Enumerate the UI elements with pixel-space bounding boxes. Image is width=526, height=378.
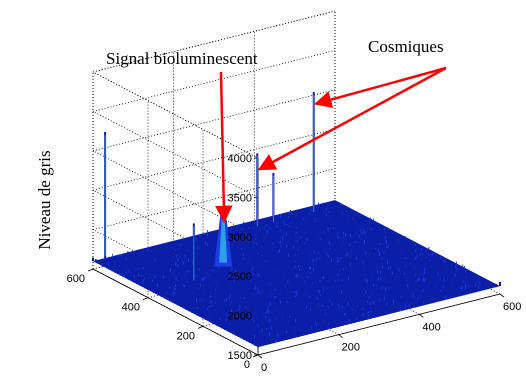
y-tick-mark [87,268,94,272]
y-tick-mark [197,325,204,329]
grid-line-left-wall [92,150,259,238]
y-tick-label: 200 [177,330,195,342]
grid-line-left-wall [92,111,259,198]
x-tick-mark [338,334,343,338]
y-tick-label: 400 [122,302,140,314]
grid-line-back-wall [92,89,336,152]
annotation-arrows [215,66,447,224]
y-tick-mark [142,297,149,301]
box-edge [92,71,259,159]
grid-line-back-wall [92,50,336,112]
grid-line-back-wall [92,168,336,230]
x-axis-line [257,293,501,356]
x-tick-mark [419,314,424,318]
annotation-cosmiques: Cosmiques [368,37,444,56]
grid-line-back-wall [92,128,336,191]
x-tick-label: 0 [261,362,267,374]
arrow-cosmic-2 [314,66,447,109]
z-tick-label: 3000 [228,232,252,244]
annotation-signal: Signal bioluminescent [106,49,258,68]
z-tick-label: 2000 [228,311,252,323]
z-tick-label: 1500 [228,350,252,362]
chart-axes [87,157,505,359]
x-tick-mark [499,293,505,298]
x-tick-mark [257,354,263,359]
z-tick-label: 4000 [228,153,252,165]
box-edge [92,10,336,73]
grid-line-left-wall [92,189,259,277]
tick-labels: 0 200 400 600 0 200 400 600 1500 2000 2500 3000 3500… [67,153,522,374]
x-tick-label: 200 [342,342,360,354]
y-axis-line [92,268,259,356]
peak-layer [104,91,315,283]
signal-peak-core [219,210,228,263]
y-tick-label: 0 [244,359,250,371]
arrow-cosmic-1 [257,66,447,171]
arrow-signal [215,71,233,224]
z-axis-label: Niveau de gris [35,150,54,249]
z-tick-label: 3500 [228,192,252,204]
z-tick-label: 2500 [228,271,252,283]
x-tick-label: 400 [422,321,440,333]
y-tick-label: 600 [67,273,85,285]
x-tick-label: 600 [503,301,521,313]
